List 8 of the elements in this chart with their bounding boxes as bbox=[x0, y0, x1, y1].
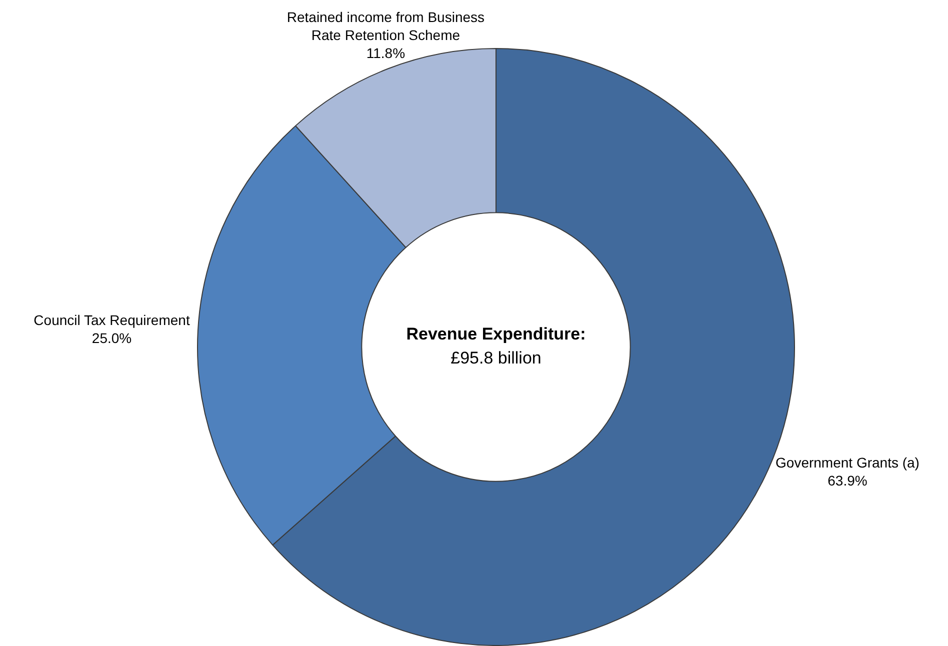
slice-label: Council Tax Requirement bbox=[34, 312, 190, 328]
text: Revenue Expenditure: bbox=[406, 324, 586, 344]
text: £95.8 billion bbox=[450, 348, 542, 368]
data-label: 25.0% bbox=[92, 330, 132, 346]
slice-label: Government Grants (a) bbox=[776, 454, 920, 471]
slice-label: Retained income from Business Rate Retention Scheme bbox=[286, 8, 485, 43]
data-label: 11.8% bbox=[366, 44, 406, 61]
data-label: 63.9% bbox=[828, 472, 868, 489]
